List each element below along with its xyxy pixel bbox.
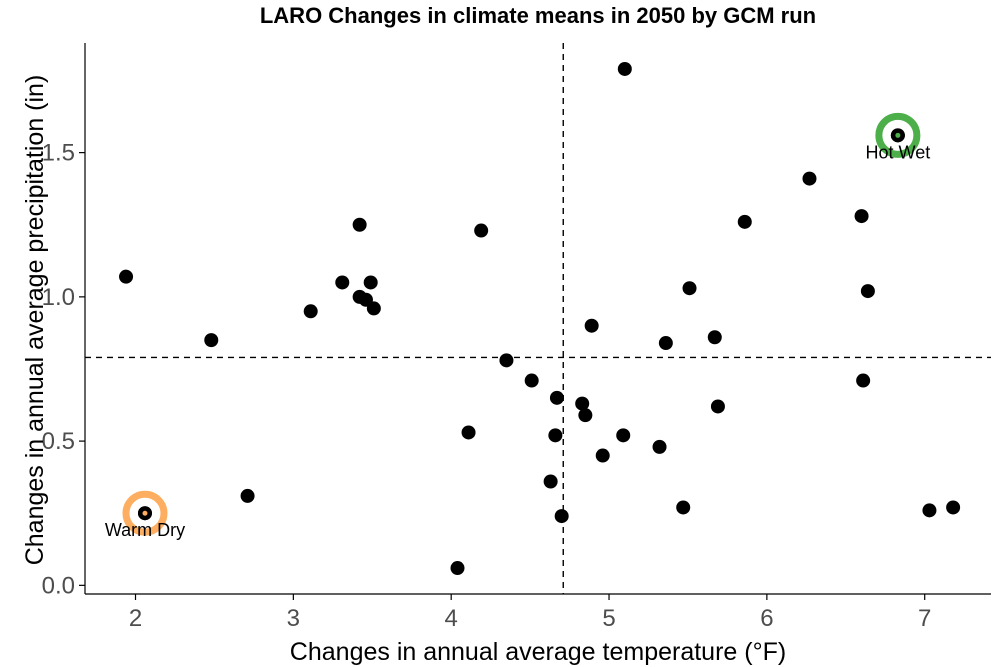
- data-point: [335, 275, 350, 290]
- y-tick-label: 1.5: [42, 140, 75, 167]
- data-point: [204, 333, 219, 348]
- y-tick-label: 1.0: [42, 284, 75, 311]
- x-tick-label: 4: [445, 605, 458, 632]
- data-point: [652, 439, 667, 454]
- data-point: [802, 171, 817, 186]
- data-point: [548, 428, 563, 443]
- hot-wet-annotation: Hot Wet: [866, 142, 931, 162]
- warm-dry-annotation: Warm Dry: [105, 520, 185, 540]
- warm-dry-highlight-ring: [122, 490, 168, 536]
- reference-lines: [85, 43, 991, 594]
- data-point: [676, 500, 691, 515]
- data-point: [737, 214, 752, 229]
- y-axis-ticks: 0.0 0.5 1.0 1.5: [42, 140, 85, 599]
- data-point: [595, 448, 610, 463]
- x-axis-ticks: 2 3 4 5 6 7: [129, 594, 931, 632]
- data-point: [575, 396, 590, 411]
- data-point: [363, 275, 378, 290]
- y-tick-label: 0.0: [42, 572, 75, 599]
- warm-dry-highlight-center: [142, 510, 148, 516]
- data-point: [578, 408, 593, 423]
- chart-title: LARO Changes in climate means in 2050 by…: [260, 3, 816, 28]
- x-tick-label: 3: [287, 605, 300, 632]
- data-point: [946, 500, 961, 515]
- hot-wet-highlight-center: [895, 132, 901, 138]
- data-point: [658, 336, 673, 351]
- data-point: [119, 269, 134, 284]
- data-point: [524, 373, 539, 388]
- data-point: [474, 223, 489, 238]
- x-tick-label: 6: [760, 605, 773, 632]
- data-point: [554, 509, 569, 524]
- data-point: [549, 390, 564, 405]
- data-point: [682, 281, 697, 296]
- data-point: [616, 428, 631, 443]
- data-point: [499, 353, 514, 368]
- data-point: [461, 425, 476, 440]
- data-point: [584, 318, 599, 333]
- data-points: [119, 61, 961, 576]
- x-tick-label: 5: [602, 605, 615, 632]
- data-point: [450, 561, 465, 576]
- data-point: [366, 301, 381, 316]
- data-point: [707, 330, 722, 345]
- y-axis-label: Changes in annual average precipitation …: [21, 75, 49, 566]
- x-tick-label: 7: [918, 605, 931, 632]
- data-point: [617, 61, 632, 76]
- data-point: [856, 373, 871, 388]
- y-tick-label: 0.5: [42, 428, 75, 455]
- data-point: [240, 488, 255, 503]
- x-axis-label: Changes in annual average temperature (°…: [290, 638, 786, 666]
- data-point: [860, 284, 875, 299]
- data-point: [710, 399, 725, 414]
- x-tick-label: 2: [129, 605, 142, 632]
- highlight-markers: Hot Wet Warm Dry: [105, 112, 931, 540]
- data-point: [854, 209, 869, 224]
- data-point: [543, 474, 558, 489]
- data-point: [303, 304, 318, 319]
- data-point: [922, 503, 937, 518]
- data-point: [352, 217, 367, 232]
- hot-wet-highlight-ring: [875, 112, 921, 158]
